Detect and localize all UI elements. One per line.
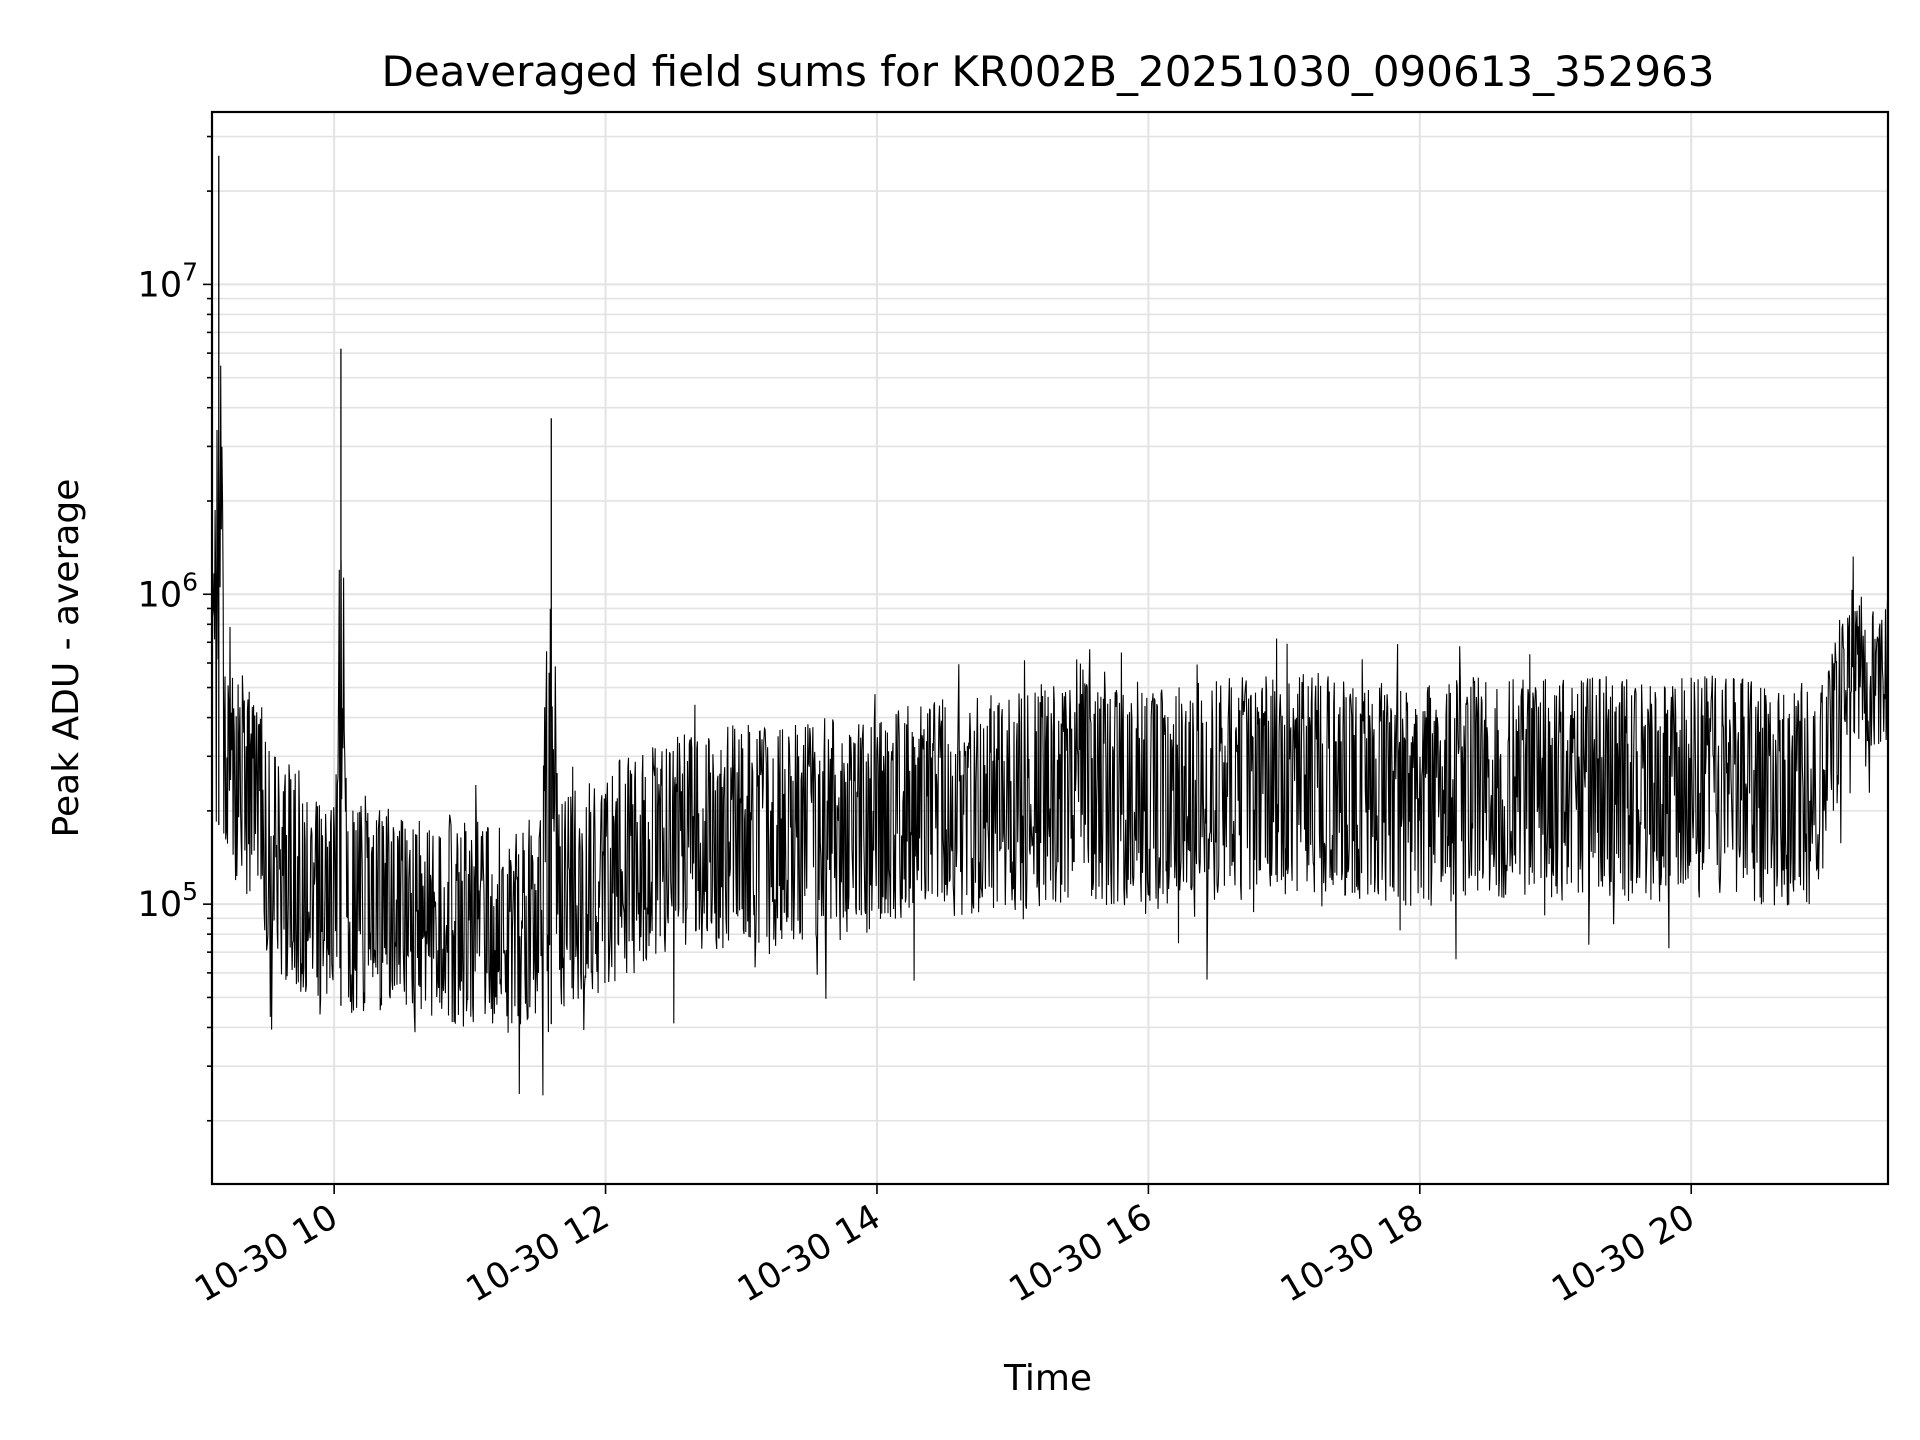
chart-title: Deaveraged field sums for KR002B_2025103…	[382, 47, 1715, 96]
y-tick-label: 106	[138, 567, 198, 615]
y-tick-label: 105	[138, 877, 198, 925]
series-line	[211, 365, 1889, 1096]
data-series	[211, 155, 1889, 1096]
y-axis-ticks: 105 106 107	[138, 135, 212, 1122]
plot-area	[210, 110, 1890, 1186]
y-axis-label: Peak ADU - average	[46, 479, 87, 838]
y-tick-label: 107	[138, 257, 198, 305]
axes-frame	[210, 110, 1890, 1186]
x-axis-label: Time	[1003, 1358, 1092, 1399]
